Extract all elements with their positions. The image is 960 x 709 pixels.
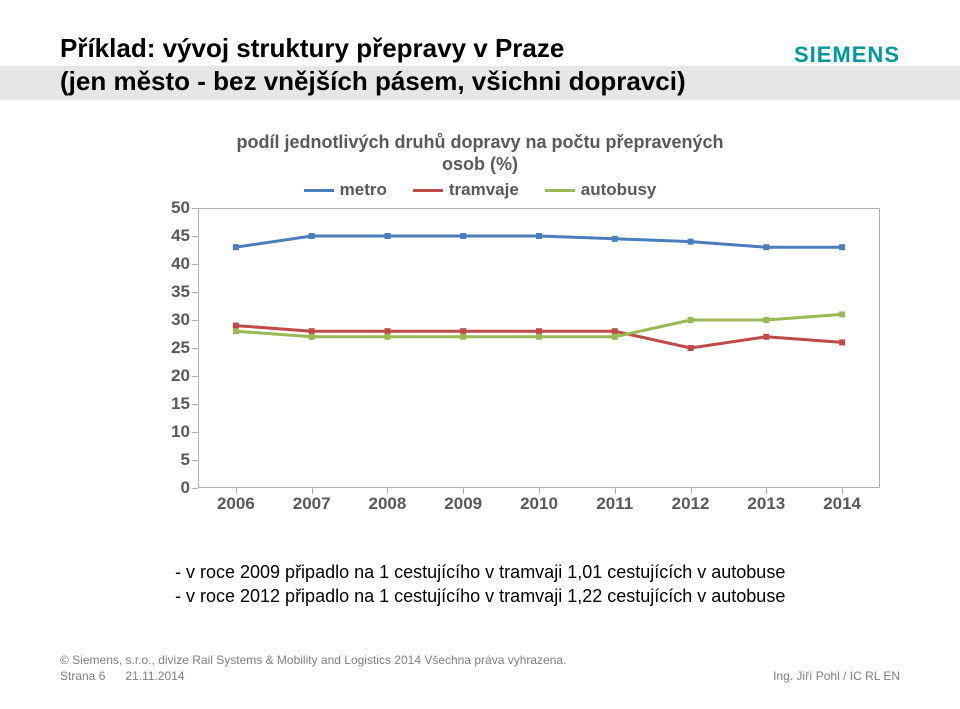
series-marker	[233, 244, 239, 250]
series-marker	[460, 334, 466, 340]
series-marker	[839, 244, 845, 250]
series-marker	[763, 317, 769, 323]
series-marker	[384, 334, 390, 340]
series-marker	[309, 328, 315, 334]
x-tick-label: 2006	[211, 494, 261, 514]
y-tick	[192, 488, 198, 489]
footer-copyright: © Siemens, s.r.o., divize Rail Systems &…	[60, 653, 900, 667]
series-marker	[460, 233, 466, 239]
chart-title-line-1: podíl jednotlivých druhů dopravy na počt…	[236, 132, 723, 152]
x-tick	[615, 488, 616, 494]
title-line-2: (jen město - bez vnějších pásem, všichni…	[60, 66, 686, 96]
x-tick-label: 2013	[741, 494, 791, 514]
x-tick-label: 2012	[666, 494, 716, 514]
series-marker	[839, 311, 845, 317]
bullet-text: - v roce 2009 připadlo na 1 cestujícího …	[175, 560, 785, 609]
page-title: Příklad: vývoj struktury přepravy v Praz…	[60, 32, 686, 97]
x-tick-label: 2010	[514, 494, 564, 514]
series-marker	[460, 328, 466, 334]
series-marker	[688, 345, 694, 351]
footer-left: Strana 6 21.11.2014	[60, 669, 185, 683]
bullet-line-2: - v roce 2012 připadlo na 1 cestujícího …	[175, 584, 785, 608]
series-marker	[384, 328, 390, 334]
series-marker	[536, 233, 542, 239]
legend-swatch	[413, 189, 443, 192]
footer-author: Ing. Jiří Pohl / IC RL EN	[773, 669, 900, 683]
title-line-1: Příklad: vývoj struktury přepravy v Praz…	[60, 33, 564, 63]
y-tick-label: 30	[171, 310, 190, 330]
footer-date: 21.11.2014	[125, 669, 184, 683]
series-marker	[688, 317, 694, 323]
chart-legend: metro tramvaje autobusy	[0, 180, 960, 200]
y-tick-label: 45	[171, 226, 190, 246]
x-tick	[387, 488, 388, 494]
x-tick	[312, 488, 313, 494]
series-marker	[536, 334, 542, 340]
series-marker	[233, 323, 239, 329]
y-tick-label: 0	[181, 478, 190, 498]
legend-label: metro	[340, 180, 387, 200]
x-tick	[463, 488, 464, 494]
legend-label: autobusy	[581, 180, 657, 200]
legend-item-metro: metro	[304, 180, 387, 200]
legend-item-tramvaje: tramvaje	[413, 180, 519, 200]
x-tick	[236, 488, 237, 494]
series-marker	[536, 328, 542, 334]
series-marker	[612, 328, 618, 334]
y-tick-label: 20	[171, 366, 190, 386]
y-tick-label: 15	[171, 394, 190, 414]
x-tick	[842, 488, 843, 494]
x-tick	[691, 488, 692, 494]
chart-lines	[198, 208, 880, 488]
y-tick-label: 5	[181, 450, 190, 470]
series-marker	[763, 244, 769, 250]
y-tick-label: 40	[171, 254, 190, 274]
legend-swatch	[545, 189, 575, 192]
x-tick	[766, 488, 767, 494]
series-marker	[612, 236, 618, 242]
series-marker	[309, 233, 315, 239]
x-tick-label: 2009	[438, 494, 488, 514]
y-tick-label: 35	[171, 282, 190, 302]
y-tick-label: 25	[171, 338, 190, 358]
series-marker	[384, 233, 390, 239]
x-tick-label: 2011	[590, 494, 640, 514]
footer-page: Strana 6	[60, 669, 105, 683]
x-tick-label: 2014	[817, 494, 867, 514]
x-tick-label: 2007	[287, 494, 337, 514]
footer: © Siemens, s.r.o., divize Rail Systems &…	[60, 653, 900, 683]
series-marker	[309, 334, 315, 340]
series-marker	[612, 334, 618, 340]
chart-title: podíl jednotlivých druhů dopravy na počt…	[0, 132, 960, 175]
series-marker	[233, 328, 239, 334]
legend-label: tramvaje	[449, 180, 519, 200]
legend-swatch	[304, 189, 334, 192]
series-marker	[688, 239, 694, 245]
chart-area: 05101520253035404550 2006200720082009201…	[158, 208, 880, 510]
series-marker	[763, 334, 769, 340]
y-tick-label: 50	[171, 198, 190, 218]
chart-title-line-2: osob (%)	[442, 154, 518, 174]
x-tick	[539, 488, 540, 494]
bullet-line-1: - v roce 2009 připadlo na 1 cestujícího …	[175, 560, 785, 584]
series-marker	[839, 339, 845, 345]
legend-item-autobusy: autobusy	[545, 180, 657, 200]
x-tick-label: 2008	[362, 494, 412, 514]
siemens-logo: SIEMENS	[794, 42, 900, 68]
y-tick-label: 10	[171, 422, 190, 442]
